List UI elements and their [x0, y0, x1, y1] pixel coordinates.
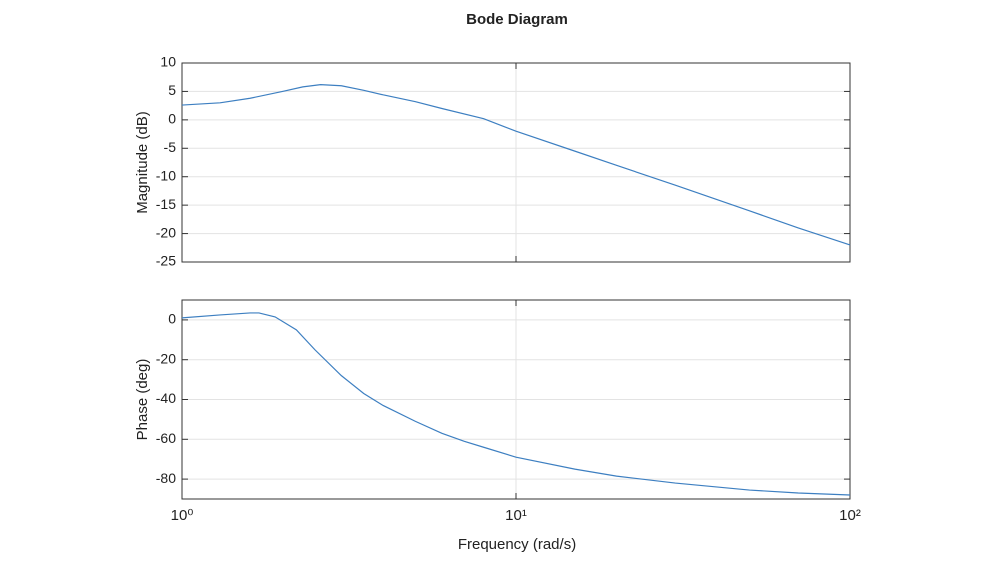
line-series — [181, 84, 851, 246]
y-tick-label: -60 — [156, 430, 176, 446]
y-tick-label: -80 — [156, 470, 176, 486]
plot-frame — [181, 299, 851, 500]
y-tick-label: -15 — [156, 196, 176, 212]
line-series — [181, 312, 851, 496]
y-axis-label: Phase (deg) — [134, 359, 151, 441]
y-tick-label: -20 — [156, 224, 176, 240]
x-tick-label: 10² — [839, 507, 861, 524]
y-tick-label: 5 — [168, 82, 176, 98]
y-axis-label: Magnitude (dB) — [134, 111, 151, 214]
y-tick-label: -20 — [156, 350, 176, 366]
x-axis-label: Frequency (rad/s) — [458, 536, 576, 553]
plot-frame — [181, 62, 851, 263]
y-tick-label: 10 — [160, 54, 176, 70]
y-tick-label: 0 — [168, 311, 176, 327]
x-tick-label: 10⁰ — [171, 507, 194, 524]
y-tick-label: 0 — [168, 111, 176, 127]
y-tick-label: -25 — [156, 253, 176, 269]
y-tick-label: -40 — [156, 390, 176, 406]
x-tick-label: 10¹ — [505, 507, 527, 524]
y-tick-label: -5 — [164, 139, 177, 155]
y-tick-label: -10 — [156, 167, 176, 183]
chart-title: Bode Diagram — [466, 11, 568, 28]
